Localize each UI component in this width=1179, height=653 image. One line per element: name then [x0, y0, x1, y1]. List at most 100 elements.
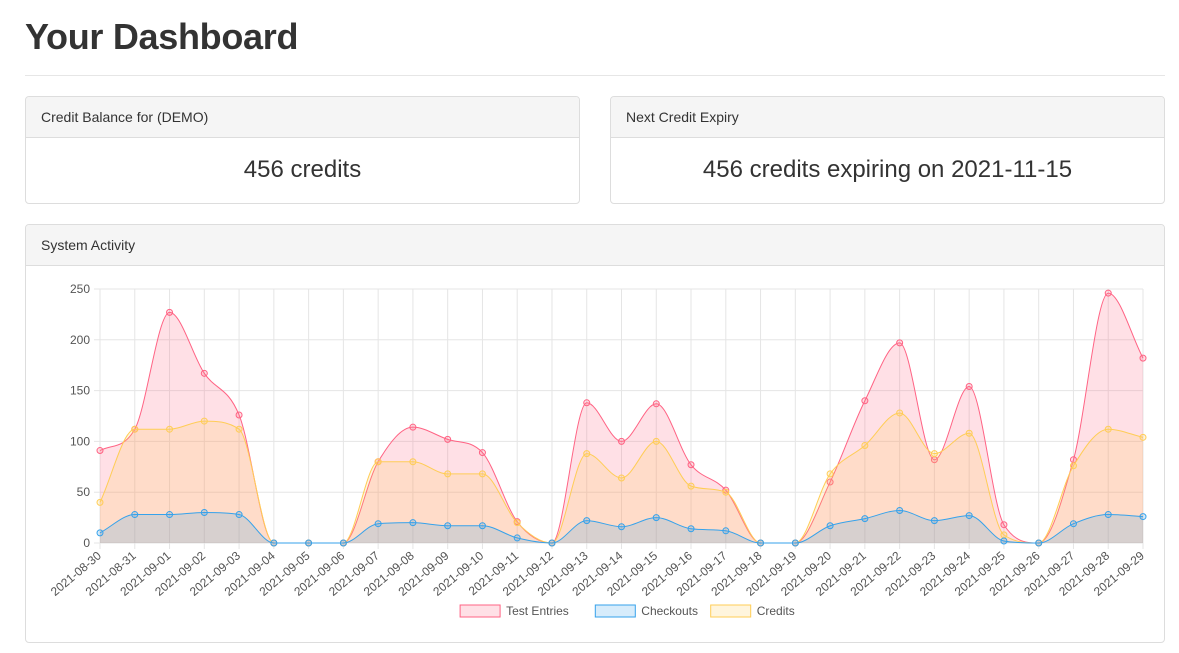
data-point-checkouts — [791, 539, 799, 547]
data-point-test-entries — [166, 308, 174, 316]
series-line-checkouts — [99, 509, 1144, 544]
data-point-credits — [722, 488, 730, 496]
y-tick-label: 50 — [77, 485, 91, 499]
data-point-credits — [374, 458, 382, 466]
series-line-credits — [99, 412, 1144, 544]
data-point-checkouts — [200, 509, 208, 517]
series-credits — [96, 409, 1147, 547]
data-point-credits — [513, 519, 521, 527]
data-point-checkouts — [1069, 520, 1077, 528]
data-point-checkouts — [583, 517, 591, 525]
legend-label-test-entries: Test Entries — [506, 604, 569, 618]
data-point-checkouts — [618, 523, 625, 531]
legend-label-credits: Credits — [757, 604, 795, 618]
data-point-test-entries — [583, 399, 591, 407]
data-point-checkouts — [930, 517, 938, 525]
data-point-credits — [861, 441, 869, 449]
credit-balance-panel: Credit Balance for (DEMO) 456 credits — [25, 96, 580, 204]
title-divider — [25, 75, 1165, 76]
legend-swatch-credits — [710, 604, 752, 618]
series-checkouts — [96, 506, 1147, 547]
data-point-test-entries — [235, 411, 243, 419]
data-point-credits — [444, 470, 452, 478]
data-point-checkouts — [757, 539, 765, 547]
credit-balance-header: Credit Balance for (DEMO) — [26, 97, 579, 138]
system-activity-header: System Activity — [26, 225, 1164, 266]
data-point-credits — [930, 450, 938, 458]
series-area-test-entries — [100, 293, 1143, 543]
data-point-test-entries — [1104, 289, 1112, 297]
data-point-credits — [200, 417, 208, 425]
data-point-checkouts — [687, 525, 695, 533]
data-point-checkouts — [1000, 537, 1008, 545]
y-tick-label: 250 — [70, 282, 90, 296]
y-tick-label: 100 — [70, 434, 90, 448]
data-point-credits — [826, 470, 834, 478]
y-tick-label: 0 — [83, 536, 90, 550]
data-point-credits — [235, 425, 243, 433]
data-point-credits — [1104, 425, 1112, 433]
system-activity-panel: System Activity 0 50 100 150 200 250 2021-08-3… — [25, 224, 1165, 643]
data-point-credits — [652, 437, 660, 445]
data-point-test-entries — [618, 437, 625, 445]
data-point-checkouts — [166, 511, 174, 519]
credit-balance-value: 456 credits — [243, 156, 362, 183]
data-point-test-entries — [444, 435, 452, 443]
legend-item-test-entries: Test Entries — [459, 604, 569, 618]
legend-swatch-test-entries — [459, 604, 501, 618]
data-point-checkouts — [96, 529, 104, 537]
data-point-test-entries — [478, 449, 486, 457]
data-point-test-entries — [826, 478, 834, 486]
legend-label-checkouts: Checkouts — [641, 604, 698, 618]
legend-item-checkouts: Checkouts — [594, 604, 698, 618]
data-point-checkouts — [1104, 511, 1112, 519]
data-point-checkouts — [339, 539, 347, 547]
data-point-checkouts — [861, 515, 869, 523]
data-point-checkouts — [305, 539, 313, 547]
data-point-credits — [131, 425, 139, 433]
data-point-credits — [965, 429, 973, 437]
data-point-checkouts — [513, 534, 521, 542]
data-point-test-entries — [1139, 354, 1147, 362]
legend-swatch-checkouts — [594, 604, 636, 618]
data-point-credits — [896, 409, 904, 417]
data-point-checkouts — [444, 522, 452, 530]
data-point-test-entries — [896, 339, 904, 347]
data-point-checkouts — [131, 511, 139, 519]
data-point-credits — [1069, 462, 1077, 470]
data-point-checkouts — [235, 511, 243, 519]
data-point-checkouts — [965, 512, 973, 520]
data-point-checkouts — [826, 522, 834, 530]
credit-expiry-header: Next Credit Expiry — [611, 97, 1164, 138]
data-point-checkouts — [722, 527, 730, 535]
data-point-test-entries — [200, 369, 208, 377]
data-point-checkouts — [409, 519, 417, 527]
data-point-test-entries — [965, 383, 973, 391]
data-point-checkouts — [270, 539, 278, 547]
page-title: Your Dashboard — [25, 16, 299, 57]
data-point-checkouts — [1139, 513, 1147, 521]
data-point-checkouts — [1035, 539, 1043, 547]
data-point-test-entries — [861, 397, 869, 405]
data-point-credits — [96, 498, 104, 506]
data-point-checkouts — [652, 514, 660, 522]
data-point-checkouts — [896, 506, 904, 514]
credit-expiry-value: 456 credits expiring on 2021-11-15 — [702, 156, 1073, 183]
credit-expiry-panel: Next Credit Expiry 456 credits expiring … — [610, 96, 1165, 204]
legend-item-credits: Credits — [710, 604, 795, 618]
data-point-credits — [478, 470, 486, 478]
data-point-checkouts — [374, 520, 382, 528]
data-point-credits — [583, 450, 591, 458]
data-point-test-entries — [1000, 521, 1008, 529]
data-point-credits — [1000, 531, 1008, 539]
y-tick-label: 150 — [70, 384, 90, 398]
data-point-checkouts — [478, 522, 486, 530]
data-point-credits — [1139, 433, 1147, 441]
data-point-credits — [618, 474, 625, 482]
data-point-credits — [687, 482, 695, 490]
data-point-test-entries — [96, 447, 104, 455]
y-tick-label: 200 — [70, 333, 90, 347]
chart-grid — [94, 288, 1144, 549]
data-point-checkouts — [548, 539, 556, 547]
